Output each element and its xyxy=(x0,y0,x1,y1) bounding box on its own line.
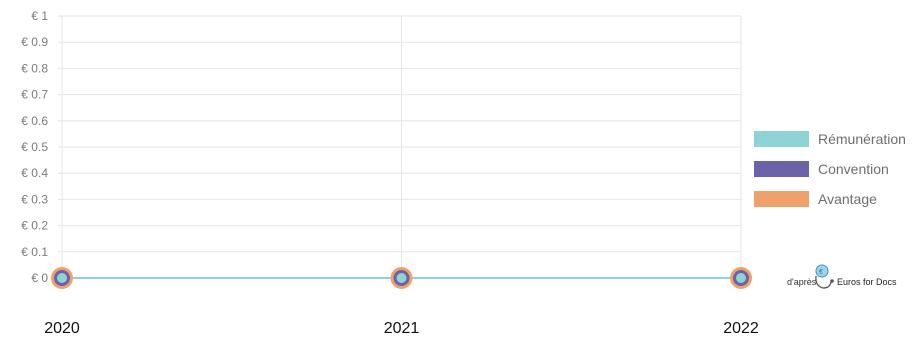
x-tick-label: 2020 xyxy=(44,320,80,337)
legend-swatch xyxy=(754,161,809,177)
y-tick-label: € 0.8 xyxy=(21,61,48,75)
y-tick-label: € 0.9 xyxy=(21,35,48,49)
data-point xyxy=(736,273,746,283)
legend-label: Convention xyxy=(818,161,889,177)
credit-prefix: d'après xyxy=(787,277,817,287)
grid xyxy=(58,15,742,279)
y-tick-label: € 1 xyxy=(31,9,48,23)
y-tick-label: € 0.2 xyxy=(21,219,48,233)
source-credit: d'après € Euros for Docs xyxy=(787,264,897,289)
y-axis-ticks: € 0 € 0.1 € 0.2 € 0.3 € 0.4 € 0.5 € 0.6 € 0.7 € … xyxy=(21,9,48,285)
legend-label: Rémunération xyxy=(818,131,906,147)
legend-swatch xyxy=(754,131,809,147)
legend-swatch xyxy=(754,191,809,207)
y-tick-label: € 0.7 xyxy=(21,88,48,102)
x-axis-ticks: 2020 2021 2022 xyxy=(44,320,759,337)
stethoscope-euro-icon: € xyxy=(815,264,834,289)
data-point xyxy=(57,273,67,283)
credit-brand: Euros for Docs xyxy=(837,277,897,287)
svg-text:€: € xyxy=(819,269,823,276)
legend: Rémunération Convention Avantage xyxy=(754,131,906,207)
y-tick-label: € 0.6 xyxy=(21,114,48,128)
legend-label: Avantage xyxy=(818,191,877,207)
series-points xyxy=(51,267,752,289)
y-tick-label: € 0 xyxy=(31,271,48,285)
y-tick-label: € 0.3 xyxy=(21,192,48,206)
data-point xyxy=(396,273,407,283)
x-tick-label: 2022 xyxy=(723,320,759,337)
y-tick-label: € 0.5 xyxy=(21,140,48,154)
y-tick-label: € 0.4 xyxy=(21,166,48,180)
y-tick-label: € 0.1 xyxy=(21,245,48,259)
x-tick-label: 2021 xyxy=(384,320,420,337)
